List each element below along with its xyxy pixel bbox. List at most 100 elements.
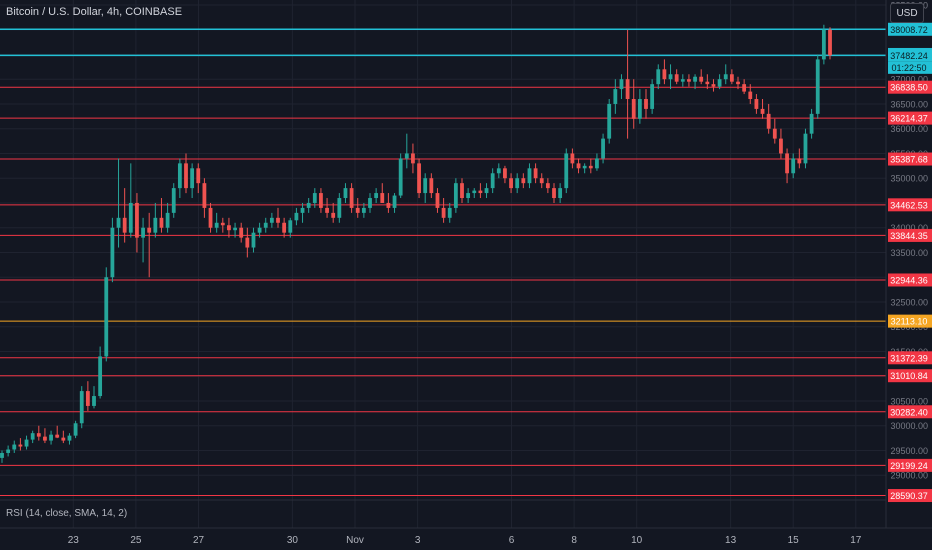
rsi-indicator-label[interactable]: RSI (14, close, SMA, 14, 2) [6, 508, 128, 519]
candle [582, 163, 587, 174]
candle [766, 103, 771, 134]
candle [239, 222, 244, 243]
price-tick-label: 34000.00 [890, 223, 928, 233]
candle [601, 133, 605, 164]
candle [754, 94, 759, 114]
candle [282, 217, 287, 238]
candle [576, 158, 581, 174]
candle [760, 99, 765, 119]
candle [435, 188, 440, 213]
time-tick-label: 8 [571, 535, 577, 546]
candle [233, 222, 237, 238]
candle [24, 435, 29, 450]
candle [742, 79, 747, 95]
candle [613, 79, 618, 114]
chart-title: Bitcoin / U.S. Dollar, 4h, COINBASE [6, 6, 183, 18]
price-badge-label: 38008.72 [890, 25, 928, 35]
price-badge-label: 30282.40 [890, 407, 928, 417]
candle [791, 153, 796, 179]
candle [496, 163, 501, 179]
time-tick-label: Nov [346, 535, 364, 546]
candle [190, 163, 195, 199]
price-badge-label: 32113.10 [891, 317, 928, 327]
candle [484, 183, 489, 199]
candle [521, 173, 526, 189]
candle [478, 183, 483, 199]
time-tick-label: 25 [130, 535, 142, 546]
price-badge-label: 33844.35 [890, 231, 928, 241]
candle [12, 440, 17, 453]
price-badge-label: 37482.24 [890, 51, 928, 61]
candle [503, 165, 507, 184]
candle [251, 227, 256, 253]
candle [558, 183, 563, 203]
candle [552, 183, 556, 203]
candle [380, 183, 385, 203]
candle [417, 158, 421, 199]
candle [545, 178, 550, 194]
candle [361, 202, 366, 218]
candle [674, 69, 679, 85]
time-axis[interactable]: 23 25 27 30 Nov 3 6 8 10 13 15 17 [68, 535, 862, 546]
candle [85, 381, 90, 411]
candle [276, 207, 280, 228]
price-badge-label: 31372.39 [890, 353, 928, 363]
candle [343, 183, 348, 203]
price-badge [888, 228, 932, 242]
currency-button[interactable]: USD [890, 3, 924, 23]
candle [6, 445, 11, 457]
candle [18, 438, 23, 451]
candle [423, 173, 428, 203]
candle [625, 29, 630, 139]
candle [79, 386, 84, 429]
candles [0, 24, 832, 463]
candle [147, 212, 152, 278]
candle [828, 27, 832, 60]
candle [73, 420, 78, 439]
countdown-label: 01:22:50 [891, 63, 926, 73]
candle [196, 163, 201, 194]
candle [30, 430, 35, 444]
candle [411, 143, 415, 174]
time-tick-label: 10 [631, 535, 643, 546]
candle [533, 163, 538, 184]
candle [49, 430, 53, 445]
horizontal-levels [0, 28, 886, 497]
candle [43, 428, 47, 444]
candle [263, 217, 268, 233]
candle [797, 148, 802, 169]
candle [447, 202, 452, 223]
candle [429, 173, 434, 199]
candle [220, 217, 225, 233]
price-badge [888, 48, 932, 62]
candle [177, 158, 182, 199]
candle [687, 74, 691, 87]
time-tick-label: 15 [788, 535, 800, 546]
candle [644, 89, 648, 119]
candle [368, 193, 372, 213]
candle [165, 202, 170, 233]
candle [141, 217, 145, 263]
candle [349, 183, 354, 213]
price-badge [888, 111, 932, 125]
price-badge [888, 489, 932, 503]
time-tick-label: 23 [68, 535, 80, 546]
candle [337, 193, 342, 223]
candle [245, 227, 250, 258]
candle [631, 79, 636, 129]
candle [515, 173, 520, 194]
candle [570, 148, 575, 169]
candle [711, 79, 716, 92]
candle [637, 89, 642, 124]
candle [128, 163, 133, 238]
price-badge-label: 35387.68 [890, 155, 928, 165]
candle [656, 64, 661, 90]
candle [607, 99, 612, 144]
time-tick-label: 13 [725, 535, 737, 546]
price-badge-label: 31010.84 [890, 371, 928, 381]
candle [453, 178, 458, 213]
price-badge [888, 152, 932, 166]
candle [821, 24, 826, 65]
